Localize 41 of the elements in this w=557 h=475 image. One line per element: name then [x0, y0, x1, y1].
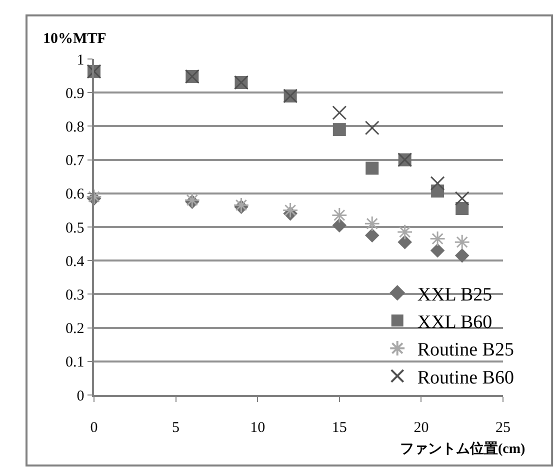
y-tick-label: 0.3: [66, 287, 84, 304]
legend-label: XXL B60: [417, 312, 492, 333]
point: [454, 191, 470, 206]
point: [364, 228, 380, 243]
point: [364, 216, 380, 232]
point: [396, 224, 413, 240]
legend-label: XXL B25: [417, 284, 492, 306]
point: [366, 162, 379, 175]
x-tick-label: 20: [414, 420, 429, 436]
point: [430, 176, 445, 191]
y-tick-label: 0.8: [66, 119, 84, 136]
legend-label: Routine B25: [417, 340, 514, 361]
y-axis-title: 10%MTF: [43, 31, 106, 47]
x-tick-label: 5: [172, 420, 180, 436]
x-tick-label: 15: [332, 420, 347, 436]
point: [456, 202, 469, 216]
point: [454, 248, 470, 263]
x-axis-title: ファントム位置(cm): [400, 441, 526, 457]
y-tick-label: 0.7: [66, 153, 85, 170]
y-tick-label: 0.1: [66, 354, 84, 371]
legend-label: Routine B60: [417, 367, 514, 388]
point: [331, 207, 348, 224]
point: [282, 202, 298, 218]
y-tick-label: 0.5: [66, 220, 84, 236]
y-tick-label: 0.2: [66, 321, 84, 338]
point: [398, 234, 412, 250]
x-tick-label: 10: [250, 420, 266, 436]
point: [364, 120, 380, 136]
x-tick-label: 0: [90, 420, 98, 436]
y-tick-label: 0.9: [66, 86, 84, 102]
y-tick-label: 0.4: [66, 254, 85, 270]
x-tick-label: 25: [496, 420, 510, 436]
point: [430, 243, 445, 258]
point: [332, 123, 346, 136]
point: [454, 234, 470, 250]
y-tick-label: 1: [76, 52, 84, 68]
point: [332, 218, 347, 232]
point: [430, 230, 446, 247]
y-tick-label: 0.6: [66, 186, 85, 203]
point: [332, 106, 347, 120]
y-tick-label: 0: [76, 388, 84, 404]
